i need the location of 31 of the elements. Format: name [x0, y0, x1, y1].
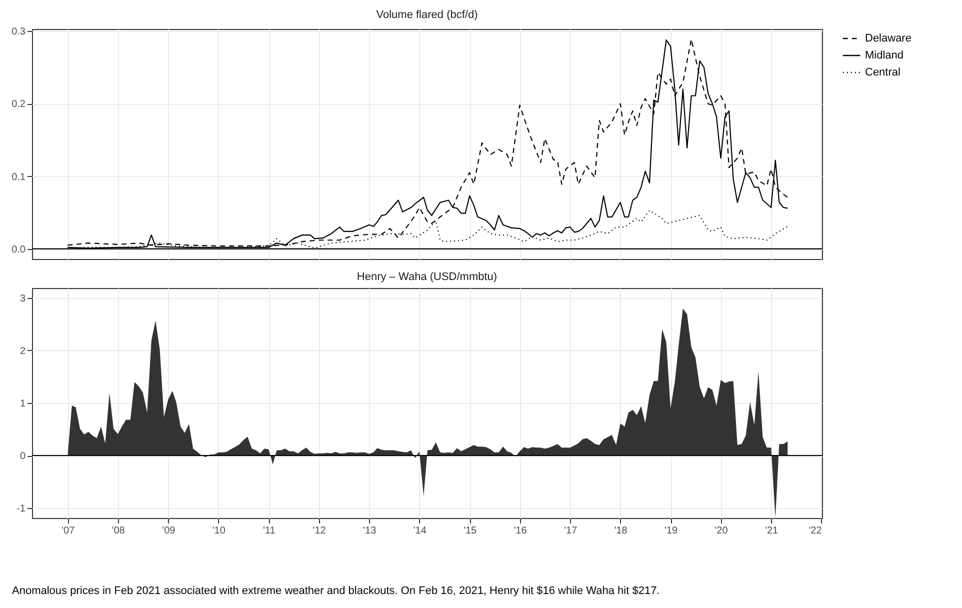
x-tick-label: '19 — [664, 526, 678, 536]
x-tick-label: '13 — [363, 526, 377, 536]
x-tick-label: '16 — [514, 526, 528, 536]
x-tick-label: '22 — [808, 526, 822, 536]
x-tick-label: '18 — [614, 526, 628, 536]
x-tick-label: '15 — [464, 526, 478, 536]
x-tick-label: '09 — [162, 526, 176, 536]
x-tick-label: '21 — [765, 526, 779, 536]
y-tick-label: 0.0 — [12, 244, 26, 256]
y-tick-label: 3 — [20, 293, 26, 304]
y-tick-label: 2 — [20, 346, 26, 357]
chart-title: Volume flared (bcf/d) — [376, 9, 478, 22]
legend-label: Midland — [865, 50, 904, 62]
x-tick-label: '07 — [62, 526, 76, 536]
chart-title: Henry – Waha (USD/mmbtu) — [356, 271, 498, 283]
legend-label: Central — [865, 66, 900, 78]
x-tick-label: '20 — [714, 526, 728, 536]
y-tick-label: 1 — [20, 398, 26, 410]
x-tick-label: '12 — [312, 526, 326, 536]
text: Anomalous prices in Feb 2021 associated with extreme weather and blackouts. On Feb 16, 2021, Henry hit $16 while Waha hit $217. — [12, 585, 660, 597]
y-tick-label: 0 — [20, 451, 26, 462]
y-tick-label: 0.1 — [12, 172, 26, 183]
x-tick-label: '08 — [112, 526, 126, 536]
x-tick-label: '14 — [413, 526, 427, 536]
legend-label: Delaware — [865, 32, 912, 44]
x-tick-label: '10 — [212, 526, 226, 536]
x-tick-label: '11 — [262, 526, 276, 536]
y-tick-label: 0.2 — [12, 99, 26, 110]
y-tick-label: -1 — [16, 504, 26, 515]
x-tick-label: '17 — [564, 526, 578, 536]
y-tick-label: 0.3 — [12, 26, 26, 38]
